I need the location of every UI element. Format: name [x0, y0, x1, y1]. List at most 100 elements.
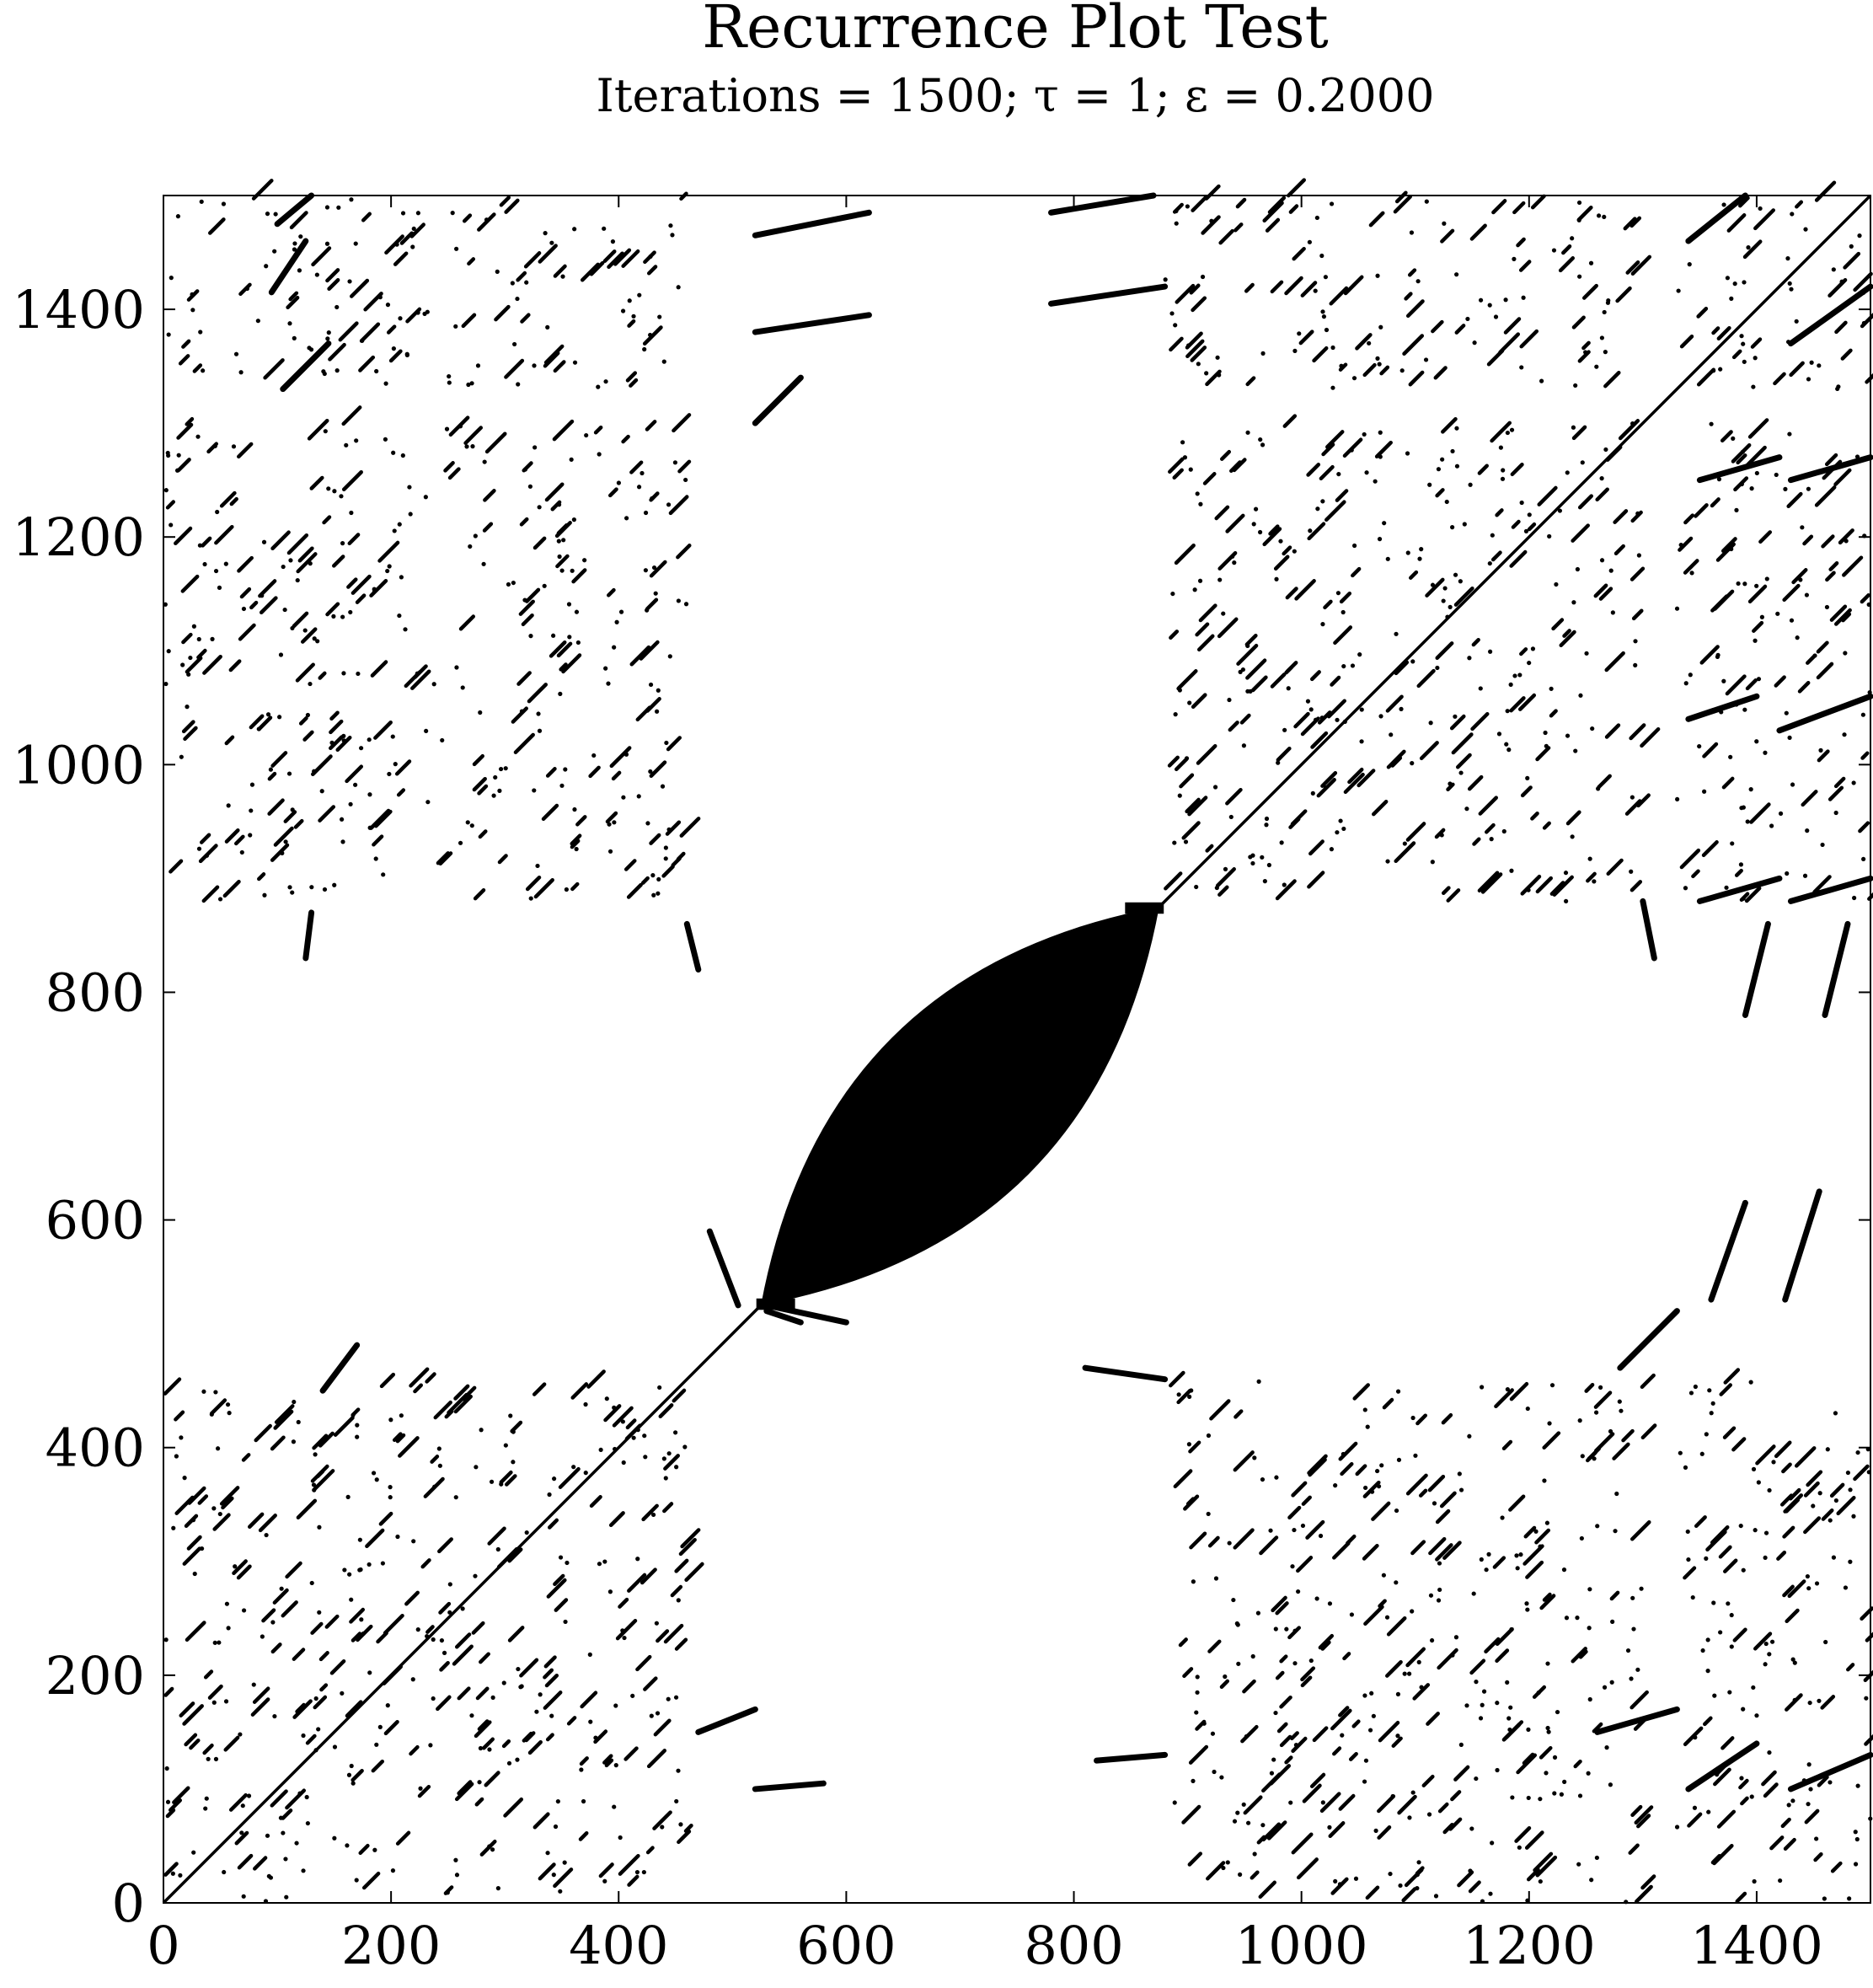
recurrence-point: [1258, 437, 1263, 442]
recurrence-point: [1860, 1606, 1873, 1621]
recurrence-point: [1189, 1531, 1207, 1550]
x-tick-label: 1000: [1235, 1915, 1368, 1976]
recurrence-point: [377, 540, 400, 563]
recurrence-point: [474, 1797, 484, 1807]
recurrence-point: [180, 662, 185, 667]
recurrence-point: [1816, 640, 1829, 654]
recurrence-point: [477, 784, 489, 796]
recurrence-point: [1518, 260, 1532, 272]
recurrence-point: [598, 1447, 603, 1453]
recurrence-point: [1763, 1641, 1769, 1647]
recurrence-point: [1266, 862, 1271, 868]
recurrence-point: [673, 1430, 678, 1435]
recurrence-point: [1704, 1556, 1709, 1561]
recurrence-point: [1478, 1716, 1484, 1721]
recurrence-segment: [752, 209, 872, 238]
recurrence-point: [557, 554, 562, 560]
recurrence-point: [1300, 1666, 1316, 1682]
recurrence-point: [1525, 1607, 1530, 1612]
recurrence-point: [1417, 556, 1422, 561]
recurrence-point: [1610, 610, 1615, 615]
recurrence-point: [1587, 1587, 1592, 1592]
recurrence-point: [474, 1720, 492, 1739]
recurrence-point: [494, 304, 511, 322]
recurrence-point: [1699, 1451, 1704, 1456]
recurrence-point: [1453, 714, 1458, 719]
recurrence-point: [623, 1746, 639, 1761]
recurrence-point: [392, 528, 397, 533]
recurrence-point: [1524, 1601, 1529, 1606]
recurrence-point: [203, 1669, 214, 1680]
recurrence-point: [192, 1571, 197, 1577]
recurrence-point: [602, 226, 607, 231]
recurrence-point: [616, 480, 621, 485]
recurrence-point: [344, 442, 349, 447]
recurrence-point: [358, 1843, 370, 1856]
dense-core-band: [761, 907, 1159, 1305]
recurrence-point: [1515, 1566, 1520, 1571]
recurrence-point: [292, 335, 297, 340]
recurrence-point: [541, 803, 559, 822]
recurrence-point: [1495, 1648, 1510, 1664]
recurrence-point: [1582, 283, 1598, 300]
recurrence-point: [333, 1416, 355, 1437]
recurrence-point: [1838, 528, 1854, 545]
recurrence-point: [351, 574, 372, 595]
recurrence-point: [1318, 1533, 1324, 1539]
recurrence-point: [1450, 448, 1455, 454]
recurrence-point: [1269, 1771, 1275, 1776]
recurrence-point: [301, 627, 318, 644]
recurrence-point: [469, 1713, 474, 1718]
recurrence-point: [1814, 485, 1837, 507]
recurrence-point: [1382, 521, 1387, 526]
recurrence-point: [1634, 1805, 1654, 1825]
recurrence-point: [641, 1869, 646, 1875]
recurrence-point: [1428, 1593, 1434, 1598]
chart-subtitle: Iterations = 1500; τ = 1; ε = 0.2000: [597, 69, 1435, 122]
recurrence-point: [453, 1394, 473, 1414]
recurrence-point: [629, 378, 639, 388]
recurrence-point: [281, 1600, 298, 1618]
recurrence-point: [1409, 570, 1419, 580]
recurrence-point: [441, 1650, 447, 1655]
recurrence-point: [258, 1514, 277, 1533]
recurrence-point: [621, 1460, 626, 1466]
recurrence-point: [1523, 1525, 1537, 1539]
recurrence-point: [1575, 1616, 1580, 1621]
recurrence-point: [1615, 286, 1632, 303]
recurrence-point: [454, 665, 459, 670]
recurrence-point: [1374, 440, 1393, 459]
recurrence-point: [527, 683, 548, 704]
recurrence-point: [381, 872, 386, 877]
x-tick-label: 200: [341, 1915, 441, 1976]
recurrence-point: [1738, 1523, 1743, 1529]
recurrence-point: [295, 1702, 306, 1714]
recurrence-point: [479, 1652, 490, 1664]
recurrence-point: [1250, 860, 1255, 866]
recurrence-point: [666, 502, 672, 507]
recurrence-point: [646, 1749, 667, 1769]
recurrence-point: [1185, 331, 1203, 350]
recurrence-point: [1167, 755, 1180, 768]
recurrence-point: [400, 211, 406, 216]
recurrence-point: [1282, 545, 1292, 556]
recurrence-point: [645, 608, 650, 613]
recurrence-point: [572, 360, 578, 365]
recurrence-point: [182, 1704, 204, 1726]
recurrence-point: [1640, 1423, 1657, 1440]
recurrence-point: [325, 602, 340, 617]
recurrence-point: [347, 1572, 352, 1577]
recurrence-point: [1554, 581, 1559, 587]
recurrence-point: [1458, 579, 1463, 584]
recurrence-point: [312, 1433, 329, 1450]
recurrence-point: [1581, 340, 1591, 351]
recurrence-point: [1828, 1780, 1833, 1785]
recurrence-point: [244, 286, 249, 292]
recurrence-point: [1335, 830, 1340, 835]
recurrence-point: [472, 777, 487, 792]
recurrence-point: [1516, 237, 1526, 248]
recurrence-point: [270, 1642, 282, 1654]
recurrence-point: [1410, 659, 1415, 664]
recurrence-point: [1319, 464, 1335, 481]
recurrence-point: [371, 1759, 385, 1773]
